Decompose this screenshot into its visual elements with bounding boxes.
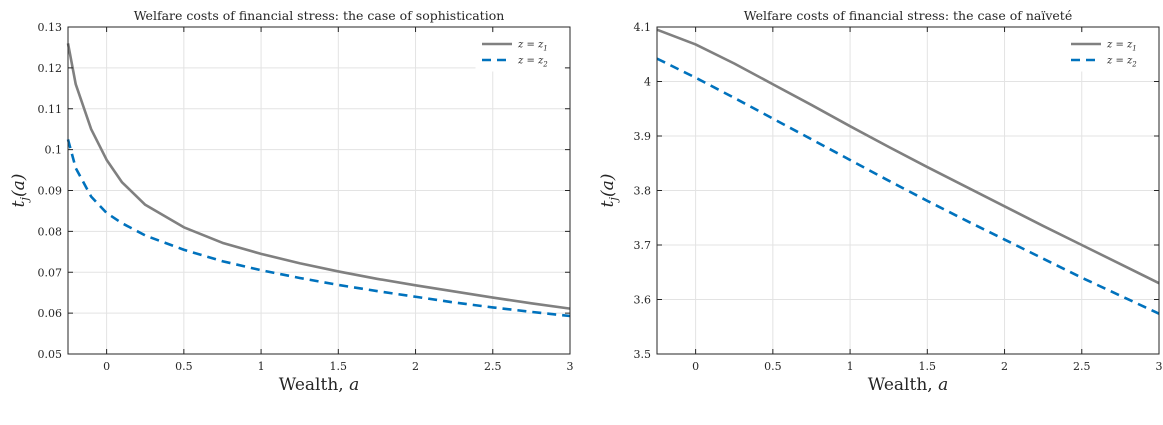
x-tick-label: 1 [258, 360, 265, 373]
legend-label-1: z = z1 [1106, 40, 1137, 53]
x-tick-label: 3 [1156, 360, 1163, 373]
y-tick-label: 0.09 [38, 185, 63, 198]
y-tick-label: 4 [644, 76, 651, 89]
legend-label-2: z = z2 [517, 56, 548, 69]
y-tick-label: 0.05 [38, 348, 63, 361]
x-tick-label: 1.5 [919, 360, 937, 373]
y-tick-label: 0.1 [45, 144, 63, 157]
y-tick-label: 3.5 [634, 348, 652, 361]
y-tick-label: 0.07 [38, 266, 63, 279]
x-tick-label: 1.5 [330, 360, 348, 373]
x-tick-label: 0.5 [764, 360, 782, 373]
chart-panel-sophistication: 0 0.5 1 1.5 2 2.5 3 0.05 0.06 0.07 0.08 0.09 0.1 0.11… [9, 8, 574, 395]
x-axis-label: Wealth, a [279, 375, 359, 395]
y-tick-label: 3.6 [634, 294, 652, 307]
y-tick-label: 0.06 [38, 307, 63, 320]
chart-panel-naivete: 0 0.5 1 1.5 2 2.5 3 3.5 3.6 3.7 3.8 3.9 4 4.1 Welfare … [598, 8, 1163, 395]
y-tick-label: 0.08 [38, 225, 63, 238]
series-line-2 [656, 57, 1160, 315]
x-tick-label: 2.5 [484, 360, 502, 373]
chart-title: Welfare costs of financial stress: the c… [744, 8, 1072, 23]
x-tick-label: 0 [692, 360, 699, 373]
legend-box [1064, 32, 1154, 72]
x-tick-label: 0.5 [175, 360, 193, 373]
y-tick-label: 0.13 [38, 21, 63, 34]
series-line-2 [66, 139, 571, 318]
chart-title: Welfare costs of financial stress: the c… [134, 8, 505, 23]
series-line-1 [656, 28, 1160, 285]
y-axis-label: tj(a) [9, 174, 31, 208]
x-tick-label: 2 [1001, 360, 1008, 373]
x-tick-label: 2 [412, 360, 419, 373]
legend-box [475, 32, 565, 72]
y-tick-label: 0.11 [38, 103, 63, 116]
y-axis-label: tj(a) [598, 174, 620, 208]
y-tick-label: 0.12 [38, 62, 63, 75]
y-tick-label: 3.9 [634, 130, 652, 143]
legend-label-1: z = z1 [517, 40, 548, 53]
x-tick-label: 2.5 [1073, 360, 1091, 373]
x-tick-label: 3 [567, 360, 574, 373]
x-tick-label: 1 [847, 360, 854, 373]
legend-label-2: z = z2 [1106, 56, 1137, 69]
series-line-1 [66, 43, 571, 310]
y-tick-label: 3.8 [634, 185, 652, 198]
y-tick-label: 4.1 [634, 21, 652, 34]
y-tick-label: 3.7 [634, 239, 652, 252]
x-tick-label: 0 [103, 360, 110, 373]
x-axis-label: Wealth, a [868, 375, 948, 395]
